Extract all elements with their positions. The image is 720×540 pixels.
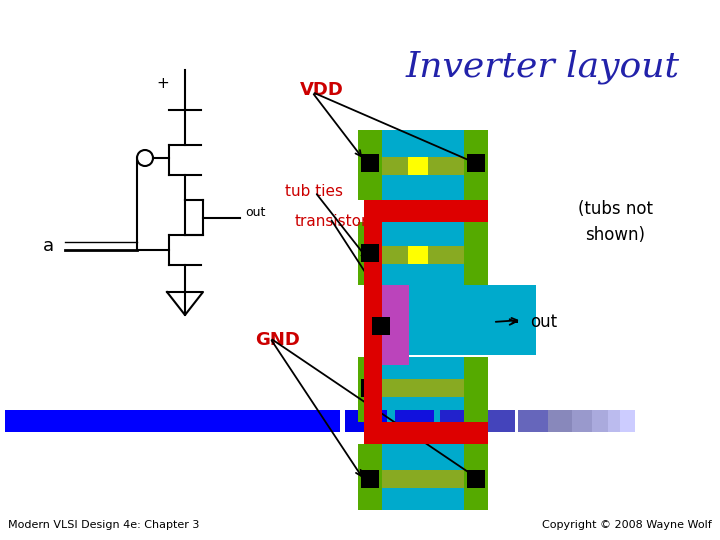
Bar	[361, 244, 379, 262]
Bar	[382, 470, 464, 488]
Text: GND: GND	[255, 331, 300, 349]
Bar	[358, 222, 488, 285]
Text: Modern VLSI Design 4e: Chapter 3: Modern VLSI Design 4e: Chapter 3	[8, 520, 199, 530]
Bar	[464, 444, 488, 510]
Bar	[364, 324, 382, 444]
Bar	[364, 200, 382, 340]
Bar	[440, 410, 476, 432]
Bar	[376, 200, 488, 222]
Bar	[358, 444, 382, 510]
Bar	[361, 379, 379, 397]
Bar	[464, 130, 488, 200]
Bar	[358, 130, 488, 200]
Bar	[408, 246, 428, 264]
Bar	[382, 379, 464, 397]
Bar	[482, 410, 515, 432]
Bar	[358, 357, 382, 422]
Bar	[395, 410, 434, 432]
Text: Copyright © 2008 Wayne Wolf: Copyright © 2008 Wayne Wolf	[542, 520, 712, 530]
Text: +: +	[157, 77, 169, 91]
Bar	[376, 422, 488, 444]
Bar	[382, 157, 464, 175]
Bar	[5, 410, 340, 432]
Bar	[608, 410, 626, 432]
Text: (tubs not
shown): (tubs not shown)	[577, 200, 652, 244]
Text: out: out	[530, 313, 557, 331]
Bar	[592, 410, 613, 432]
Bar	[382, 246, 464, 264]
Bar	[372, 317, 390, 335]
Bar	[467, 154, 485, 172]
Bar	[467, 470, 485, 488]
Text: VDD: VDD	[300, 81, 344, 99]
Bar	[408, 157, 428, 175]
Text: transistors: transistors	[295, 214, 377, 230]
Bar	[572, 410, 596, 432]
Bar	[361, 470, 379, 488]
Text: a: a	[42, 237, 53, 255]
Bar	[620, 410, 635, 432]
Bar	[364, 285, 409, 365]
Bar	[548, 410, 575, 432]
Bar	[345, 410, 387, 432]
Polygon shape	[167, 292, 203, 315]
Text: out: out	[245, 206, 266, 219]
Bar	[358, 357, 488, 422]
Bar	[464, 357, 488, 422]
Bar	[358, 130, 382, 200]
Bar	[361, 154, 379, 172]
Bar	[376, 285, 536, 355]
Text: Inverter layout: Inverter layout	[406, 50, 680, 84]
Bar	[464, 222, 488, 285]
Bar	[518, 410, 548, 432]
Bar	[358, 222, 382, 285]
Text: tub ties: tub ties	[285, 185, 343, 199]
Bar	[358, 444, 488, 510]
